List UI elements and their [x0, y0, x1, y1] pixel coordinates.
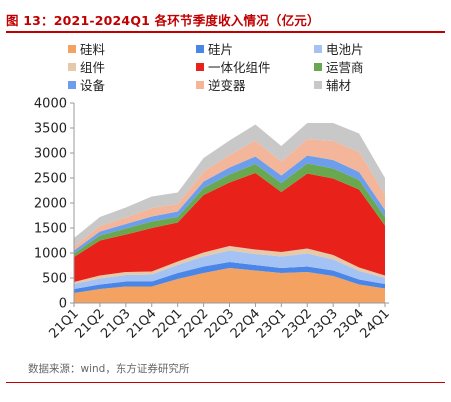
legend-label: 运营商 [326, 60, 364, 75]
legend-swatch [314, 62, 322, 71]
legend-swatch [314, 80, 322, 89]
legend-item: 运营商 [314, 58, 364, 75]
legend-swatch [314, 44, 322, 53]
legend-item: 硅片 [196, 40, 233, 57]
legend-label: 一体化组件 [208, 60, 271, 75]
chart-legend: 硅料 硅片 电池片组件 一体化组件 运营商设备 逆变器 辅材 [68, 40, 428, 100]
legend-label: 电池片 [326, 42, 364, 57]
y-tick-label: 2500 [34, 172, 67, 187]
area-series-5 [74, 163, 385, 257]
area-series-8 [74, 123, 385, 247]
legend-item: 一体化组件 [196, 58, 271, 75]
chart-title: 图 13：2021-2024Q1 各环节季度收入情况（亿元） [6, 13, 320, 28]
data-source-note: 数据来源：wind，东方证券研究所 [28, 363, 190, 375]
legend-item: 硅料 [68, 40, 105, 57]
y-tick-label: 1500 [34, 222, 67, 237]
y-tick-label: 0 [59, 297, 67, 312]
legend-swatch [196, 62, 204, 71]
area-series-7 [74, 139, 385, 251]
y-tick-label: 4000 [34, 97, 67, 112]
x-tick-label: 24Q1 [357, 306, 392, 341]
legend-label: 设备 [80, 78, 106, 93]
y-tick-label: 3000 [34, 147, 67, 162]
y-tick-label: 2000 [34, 197, 67, 212]
legend-label: 硅片 [208, 42, 234, 57]
legend-label: 辅材 [326, 78, 352, 93]
area-series-0 [74, 268, 385, 303]
y-tick-label: 500 [42, 272, 67, 287]
y-tick-label: 3500 [34, 122, 67, 137]
legend-label: 硅料 [80, 42, 106, 57]
chart-areas [74, 123, 385, 303]
legend-label: 组件 [80, 60, 106, 75]
legend-swatch [68, 62, 76, 71]
y-tick-label: 1000 [34, 247, 67, 262]
legend-item: 设备 [68, 76, 105, 93]
bottom-divider [6, 382, 445, 383]
legend-swatch [68, 44, 76, 53]
legend-item: 辅材 [314, 76, 351, 93]
legend-swatch [196, 80, 204, 89]
legend-swatch [196, 44, 204, 53]
legend-item: 逆变器 [196, 76, 246, 93]
area-series-2 [74, 250, 385, 289]
legend-item: 电池片 [314, 40, 364, 57]
title-divider [6, 31, 445, 33]
x-axis: 21Q121Q221Q321Q422Q122Q222Q322Q423Q123Q2… [46, 302, 393, 342]
y-axis: 0 500 1000 1500 2000 2500 3000 3500 4000 [34, 97, 75, 312]
legend-label: 逆变器 [208, 78, 246, 93]
area-series-3 [74, 246, 385, 284]
legend-item: 组件 [68, 58, 105, 75]
area-series-1 [74, 262, 385, 293]
legend-swatch [68, 80, 76, 89]
area-series-4 [74, 173, 385, 282]
